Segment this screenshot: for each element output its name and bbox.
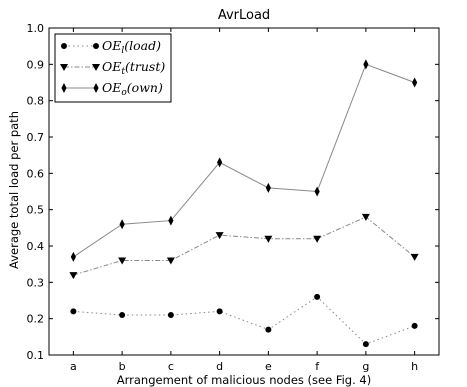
legend-marker xyxy=(92,64,100,71)
series-1 xyxy=(69,213,419,280)
data-point xyxy=(264,235,273,243)
data-point xyxy=(410,253,419,261)
y-tick-label: 0.6 xyxy=(27,167,45,180)
legend-label-argument: (own) xyxy=(127,80,163,95)
data-point xyxy=(314,293,321,300)
series-line xyxy=(73,216,415,276)
legend-label-subscript: l xyxy=(121,46,124,56)
data-point xyxy=(411,322,418,329)
legend-label: OEl(load) xyxy=(102,38,161,56)
data-point xyxy=(118,257,127,265)
y-tick-label: 0.3 xyxy=(27,276,45,289)
legend-marker xyxy=(61,43,67,49)
data-point xyxy=(215,232,224,240)
series-2 xyxy=(70,59,418,262)
legend-label-main: OE xyxy=(102,59,121,74)
legend: OEl(load)OEt(trust)OEo(own) xyxy=(54,33,172,103)
data-point xyxy=(265,182,271,193)
y-tick-label: 0.9 xyxy=(27,58,45,71)
data-point xyxy=(412,77,418,88)
x-tick-label: e xyxy=(265,360,272,373)
x-tick-label: d xyxy=(216,360,223,373)
data-point xyxy=(313,235,322,243)
x-tick-label: h xyxy=(411,360,418,373)
y-tick-label: 0.2 xyxy=(27,313,45,326)
tick-layer: 0.1 0.2 0.3 0.4 0.5 0.6 0.7 0.8 0.9 1.0 a b c d e f g h xyxy=(27,22,439,373)
legend-label-subscript: t xyxy=(121,67,125,77)
data-point xyxy=(167,312,174,319)
data-point xyxy=(363,59,369,70)
legend-label: OEo(own) xyxy=(102,80,163,98)
y-tick-label: 0.7 xyxy=(27,131,45,144)
chart-title: AvrLoad xyxy=(218,8,270,23)
legend-label-main: OE xyxy=(102,38,121,53)
legend-label-subscript: o xyxy=(121,88,127,98)
x-axis-label: Arrangement of malicious nodes (see Fig.… xyxy=(117,373,371,387)
y-tick-label: 0.4 xyxy=(27,240,45,253)
series-0 xyxy=(70,293,418,348)
data-point xyxy=(119,219,125,230)
y-tick-label: 0.5 xyxy=(27,204,45,217)
data-point xyxy=(70,308,77,315)
legend-label-main: OE xyxy=(102,80,121,95)
data-point xyxy=(361,213,370,221)
plot-frame xyxy=(48,27,440,356)
legend-label: OEt(trust) xyxy=(102,59,165,77)
data-point xyxy=(168,215,174,226)
series-line xyxy=(73,63,415,258)
y-axis-label: Average total load per path xyxy=(7,111,21,269)
x-tick-label: b xyxy=(119,360,126,373)
y-tick-label: 0.8 xyxy=(27,95,45,108)
data-point xyxy=(314,186,320,197)
x-tick-label: g xyxy=(362,360,369,373)
series-layer xyxy=(69,59,419,348)
legend-marker xyxy=(60,64,68,71)
legend-marker xyxy=(93,83,99,93)
data-point xyxy=(70,251,76,262)
data-point xyxy=(166,257,175,265)
legend-marker xyxy=(61,83,67,93)
legend-marker xyxy=(93,43,99,49)
x-tick-label: c xyxy=(168,360,174,373)
data-point xyxy=(265,326,272,333)
data-point xyxy=(216,308,223,315)
data-point xyxy=(119,312,126,319)
data-point xyxy=(69,272,78,280)
legend-label-argument: (trust) xyxy=(125,59,165,74)
x-tick-label: a xyxy=(70,360,77,373)
data-point xyxy=(217,157,223,168)
series-line xyxy=(73,296,415,345)
legend-box xyxy=(54,33,172,103)
x-tick-label: f xyxy=(315,360,320,373)
legend-label-argument: (load) xyxy=(124,38,161,53)
y-tick-label: 1.0 xyxy=(27,22,45,35)
data-point xyxy=(362,341,369,348)
y-tick-label: 0.1 xyxy=(27,349,45,362)
